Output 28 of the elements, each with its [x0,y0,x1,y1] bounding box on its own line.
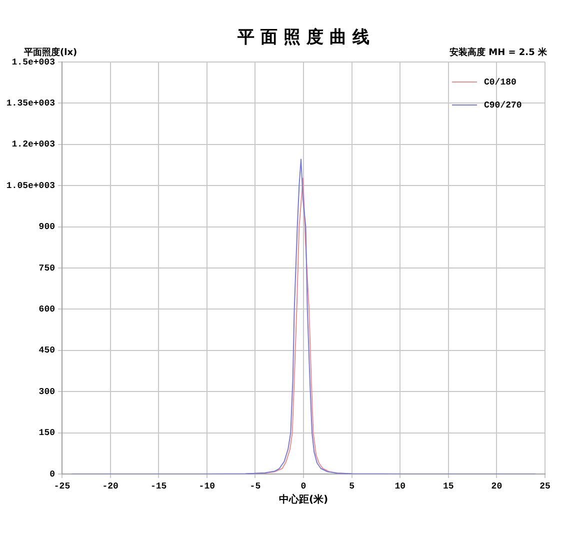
y-tick-label: 0 [50,469,55,480]
x-axis-title: 中心距(米) [278,494,328,506]
x-tick-label: 0 [300,482,306,492]
x-tick-label: 10 [394,482,406,492]
y-tick-label: 1.5e+003 [12,57,55,68]
x-tick-label: 25 [540,482,550,492]
y-tick-label: 1.35e+003 [6,98,55,108]
x-tick-label: 5 [349,482,355,492]
y-tick-label: 450 [38,346,55,356]
legend-label: C0/180 [484,77,516,88]
x-tick-label: -20 [102,482,118,492]
x-tick-label: 20 [491,482,502,492]
y-tick-label: 1.2e+003 [12,140,55,150]
y-tick-label: 750 [38,263,55,274]
y-tick-label: 600 [38,304,55,314]
y-tick-label: 1.05e+003 [6,180,55,191]
chart-title: 平 面 照 度 曲 线 [236,27,370,48]
y-tick-label: 150 [38,428,55,438]
text: 安装高度 MH = 2.5 米 [449,46,548,58]
x-tick-label: -25 [54,482,70,492]
y-tick-label: 900 [38,222,55,232]
x-tick-label: -10 [198,482,215,492]
x-tick-label: -15 [150,482,167,492]
x-tick-label: 15 [442,482,454,492]
y-tick-label: 300 [38,386,55,397]
legend-label: C90/270 [484,100,522,110]
x-tick-label: -5 [250,482,261,492]
y-axis-title: 平面照度(lx) [23,46,78,58]
